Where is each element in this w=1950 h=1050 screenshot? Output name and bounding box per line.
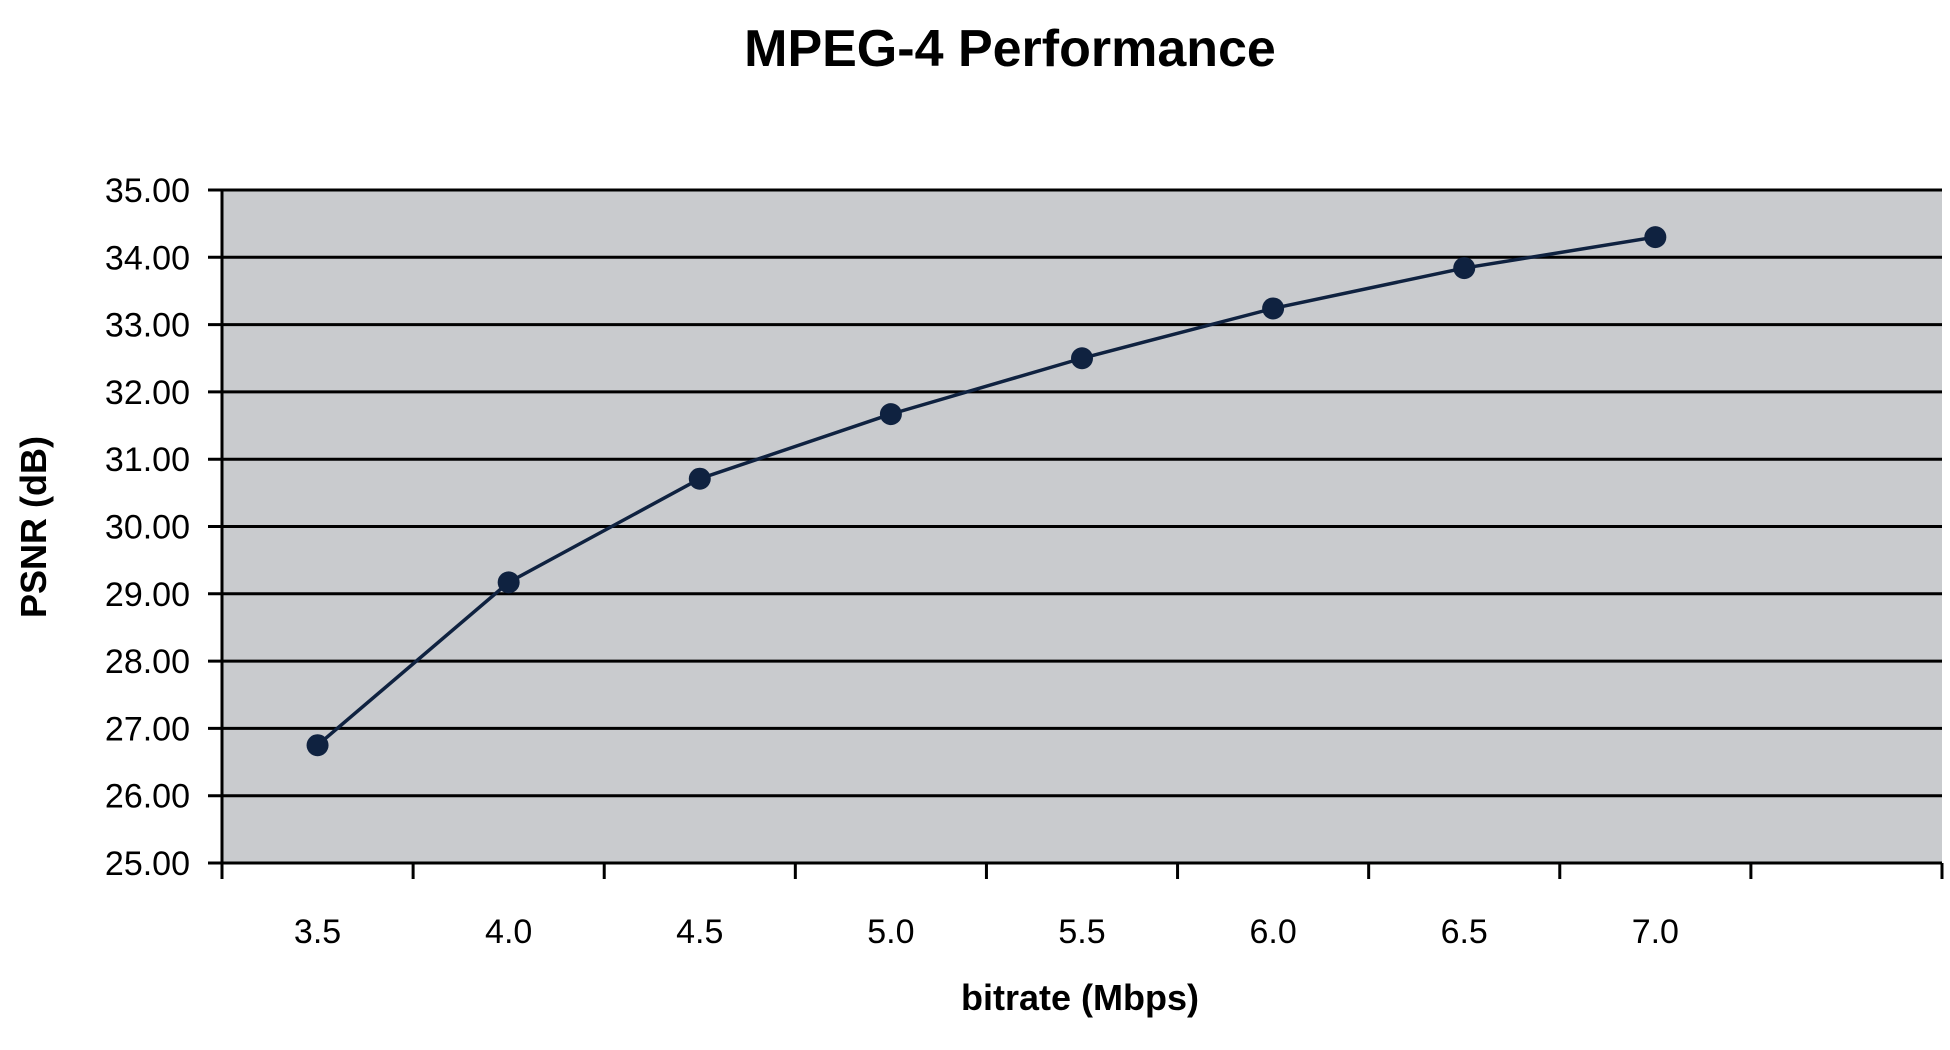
x-axis-title: bitrate (Mbps) bbox=[961, 977, 1199, 1018]
data-point bbox=[879, 403, 902, 426]
y-tick-label: 35.00 bbox=[105, 172, 190, 210]
data-point bbox=[497, 571, 520, 594]
data-point bbox=[1644, 226, 1667, 249]
y-tick-label: 32.00 bbox=[105, 374, 190, 412]
y-tick-label: 30.00 bbox=[105, 509, 190, 547]
x-tick-label: 6.5 bbox=[1441, 913, 1488, 951]
series-line bbox=[316, 235, 1656, 747]
x-tick-label: 4.5 bbox=[676, 913, 723, 951]
x-tick-label: 7.0 bbox=[1632, 913, 1679, 951]
x-tick-label: 5.0 bbox=[867, 913, 914, 951]
x-ticks bbox=[220, 190, 1944, 879]
x-tick-label: 3.5 bbox=[294, 913, 341, 951]
y-tick-label: 29.00 bbox=[105, 576, 190, 614]
gridlines bbox=[208, 188, 1942, 865]
x-tick-label: 5.5 bbox=[1058, 913, 1105, 951]
y-tick-label: 33.00 bbox=[105, 307, 190, 345]
y-axis-title: PSNR (dB) bbox=[13, 436, 54, 618]
x-tick-label: 4.0 bbox=[485, 913, 532, 951]
y-tick-label: 34.00 bbox=[105, 239, 190, 277]
data-point bbox=[1071, 347, 1093, 370]
y-tick-labels: 25.00 26.00 27.00 28.00 29.00 30.00 31.00 32.00… bbox=[105, 172, 190, 883]
data-point bbox=[688, 467, 711, 490]
data-point bbox=[306, 734, 329, 757]
x-tick-labels: 3.5 4.0 4.5 5.0 5.5 6.0 6.5 7.0 bbox=[294, 913, 1679, 951]
series-group bbox=[306, 226, 1667, 757]
y-tick-label: 28.00 bbox=[105, 643, 190, 681]
y-tick-label: 26.00 bbox=[105, 778, 190, 816]
data-point bbox=[1262, 297, 1285, 320]
y-tick-label: 25.00 bbox=[105, 845, 190, 883]
data-point bbox=[1453, 257, 1476, 280]
x-tick-label: 6.0 bbox=[1249, 913, 1296, 951]
y-tick-label: 27.00 bbox=[105, 710, 190, 748]
chart-title: MPEG-4 Performance bbox=[744, 20, 1276, 78]
y-tick-label: 31.00 bbox=[105, 441, 190, 479]
